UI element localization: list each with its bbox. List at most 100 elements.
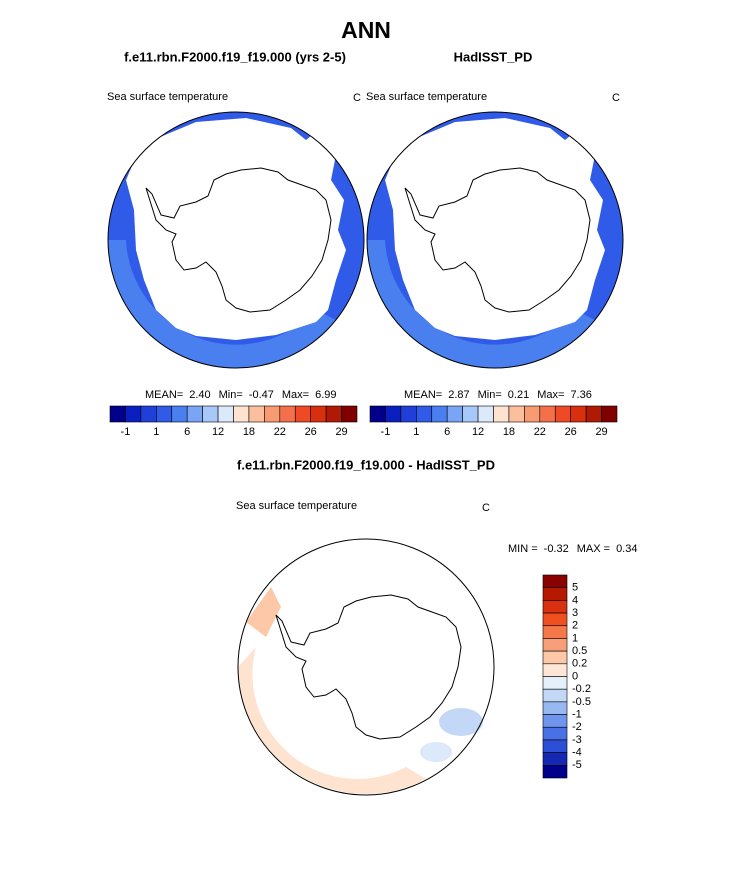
- colorbar-box: [542, 587, 568, 601]
- stat-value: 7.36: [570, 389, 591, 401]
- map-border: [107, 111, 365, 369]
- colorbar-label: 26: [565, 426, 577, 438]
- colorbar-label: -0.5: [572, 696, 591, 708]
- colorbar-box: [248, 405, 265, 423]
- colorbar-box: [524, 405, 541, 423]
- colorbar-label: 26: [305, 426, 317, 438]
- panel-subtitle: HadISST_PD: [454, 49, 533, 64]
- difference-title: f.e11.rbn.F2000.f19_f19.000 - HadISST_PD: [237, 457, 495, 472]
- colorbar-box: [542, 701, 568, 715]
- colorbar-label: -1: [381, 426, 391, 438]
- colorbar-label: 12: [472, 426, 484, 438]
- colorbar-label: 1: [572, 632, 578, 644]
- colorbar-box: [416, 405, 433, 423]
- colorbar-label: -3: [572, 734, 582, 746]
- variable: Sea surface temperature: [107, 91, 228, 103]
- colorbar-box: [585, 405, 602, 423]
- colorbar-box: [156, 405, 173, 423]
- stat-value: 6.99: [315, 389, 336, 401]
- coastline: [404, 167, 591, 313]
- colorbar-box: [542, 663, 568, 677]
- colorbar-box: [508, 405, 525, 423]
- stat-label: MIN =: [508, 543, 538, 555]
- units: C: [612, 92, 620, 104]
- map-border: [366, 111, 624, 369]
- stat-value: -0.32: [544, 543, 569, 555]
- stat-label: Max=: [282, 389, 309, 401]
- variable: Sea surface temperature: [366, 91, 487, 103]
- colorbar-box: [601, 405, 618, 423]
- colorbar-box: [171, 405, 188, 423]
- colorbar-box: [109, 405, 126, 423]
- stat-value: -0.47: [249, 389, 274, 401]
- stat-label: MEAN=: [404, 389, 442, 401]
- colorbar-box: [542, 765, 568, 779]
- colorbar-label: -1: [572, 708, 582, 720]
- stat-label: MAX =: [577, 543, 610, 555]
- colorbar-box: [369, 405, 386, 423]
- stat-value: 2.40: [189, 389, 210, 401]
- colorbar-box: [341, 405, 358, 423]
- map-band: [107, 240, 336, 369]
- map: [237, 538, 495, 796]
- map-band: [366, 240, 595, 369]
- colorbar-label: 22: [274, 426, 286, 438]
- colorbar-label: 22: [534, 426, 546, 438]
- colorbar-box: [325, 405, 342, 423]
- variable: Sea surface temperature: [236, 500, 357, 512]
- colorbar-box: [493, 405, 510, 423]
- colorbar-box: [431, 405, 448, 423]
- colorbar-label: 29: [595, 426, 607, 438]
- stat-label: Min=: [219, 389, 243, 401]
- colorbar-box: [294, 405, 311, 423]
- map-ocean: [238, 539, 494, 795]
- colorbar-box: [446, 405, 463, 423]
- colorbar-box: [542, 600, 568, 614]
- colorbar-label: 4: [572, 594, 578, 606]
- map-warm: [238, 647, 426, 794]
- coastline: [145, 167, 332, 313]
- colorbar-box: [233, 405, 250, 423]
- colorbar-label: 5: [572, 582, 578, 594]
- colorbar-box: [542, 739, 568, 753]
- colorbar-label: -5: [572, 759, 582, 771]
- colorbar-box: [125, 405, 142, 423]
- colorbar-box: [542, 676, 568, 690]
- colorbar-box: [186, 405, 203, 423]
- stat-value: 2.87: [448, 389, 469, 401]
- colorbar-label: 29: [335, 426, 347, 438]
- colorbar-box: [385, 405, 402, 423]
- colorbar-label: 12: [212, 426, 224, 438]
- colorbar-box: [554, 405, 571, 423]
- colorbar-box: [279, 405, 296, 423]
- map-cool: [420, 742, 452, 762]
- colorbar-box: [310, 405, 327, 423]
- colorbar-label: 0.2: [572, 658, 587, 670]
- colorbar-box: [217, 405, 234, 423]
- coastline: [275, 594, 462, 740]
- title: ANN: [341, 17, 391, 43]
- colorbar-box: [542, 726, 568, 741]
- colorbar-label: -4: [572, 747, 582, 759]
- colorbar-box: [400, 405, 417, 423]
- units: C: [482, 502, 490, 514]
- stat-value: 0.21: [508, 389, 529, 401]
- colorbar-label: 0: [572, 670, 578, 682]
- colorbar-box: [202, 405, 219, 423]
- stat-label: Min=: [478, 389, 502, 401]
- colorbar-label: 6: [184, 426, 190, 438]
- colorbar-label: -1: [121, 426, 131, 438]
- colorbar-box: [462, 405, 479, 423]
- colorbar-box: [542, 574, 568, 588]
- map-warm: [246, 587, 281, 637]
- colorbar-label: -0.2: [572, 683, 591, 695]
- colorbar-label: 18: [503, 426, 515, 438]
- colorbar-label: 18: [243, 426, 255, 438]
- colorbar-label: 1: [153, 426, 159, 438]
- colorbar-box: [542, 625, 568, 639]
- colorbar-label: 0.5: [572, 645, 587, 657]
- colorbar-label: 6: [444, 426, 450, 438]
- colorbar-box: [542, 612, 568, 627]
- colorbar-box: [542, 650, 568, 665]
